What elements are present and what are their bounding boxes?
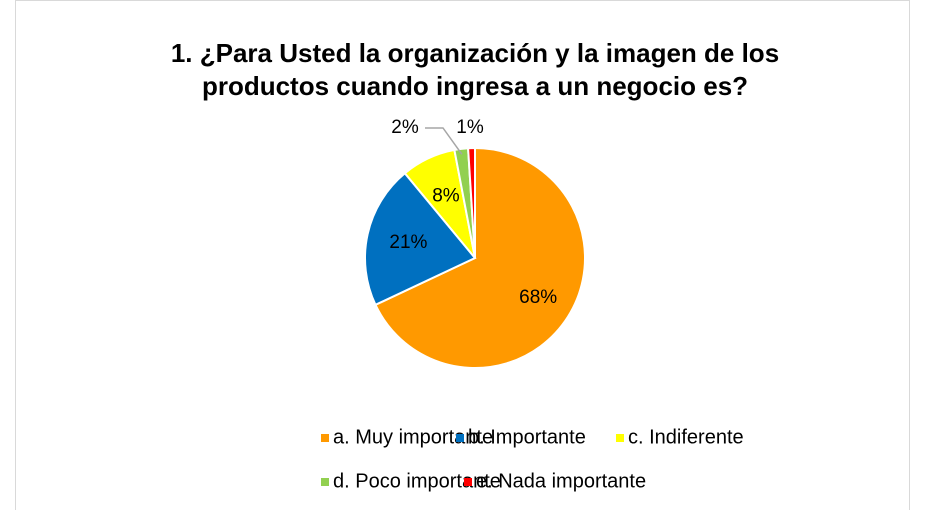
data-label: 2% [391,117,419,138]
legend-label: d. Poco importante [333,470,501,492]
legend-marker [616,434,624,442]
pie-slice [374,146,586,369]
legend-marker [321,478,329,486]
legend-marker [321,434,329,442]
legend-marker [464,478,472,486]
data-label: 68% [519,287,557,308]
pie-slice [364,171,477,307]
data-label: 8% [432,185,460,206]
data-label: 1% [456,117,484,138]
legend-label: e. Nada importante [476,470,646,492]
data-label: 21% [389,232,427,253]
legend-label: b. Importante [468,426,586,448]
leader-line [425,127,463,155]
legend-label: a. Muy importante [333,426,493,448]
chart-title: productos cuando ingresa a un negocio es… [202,71,748,101]
legend-marker [456,434,464,442]
chart-title: 1. ¿Para Usted la organización y la imag… [171,38,779,68]
pie-slice [467,146,476,259]
legend-label: c. Indiferente [628,426,744,448]
